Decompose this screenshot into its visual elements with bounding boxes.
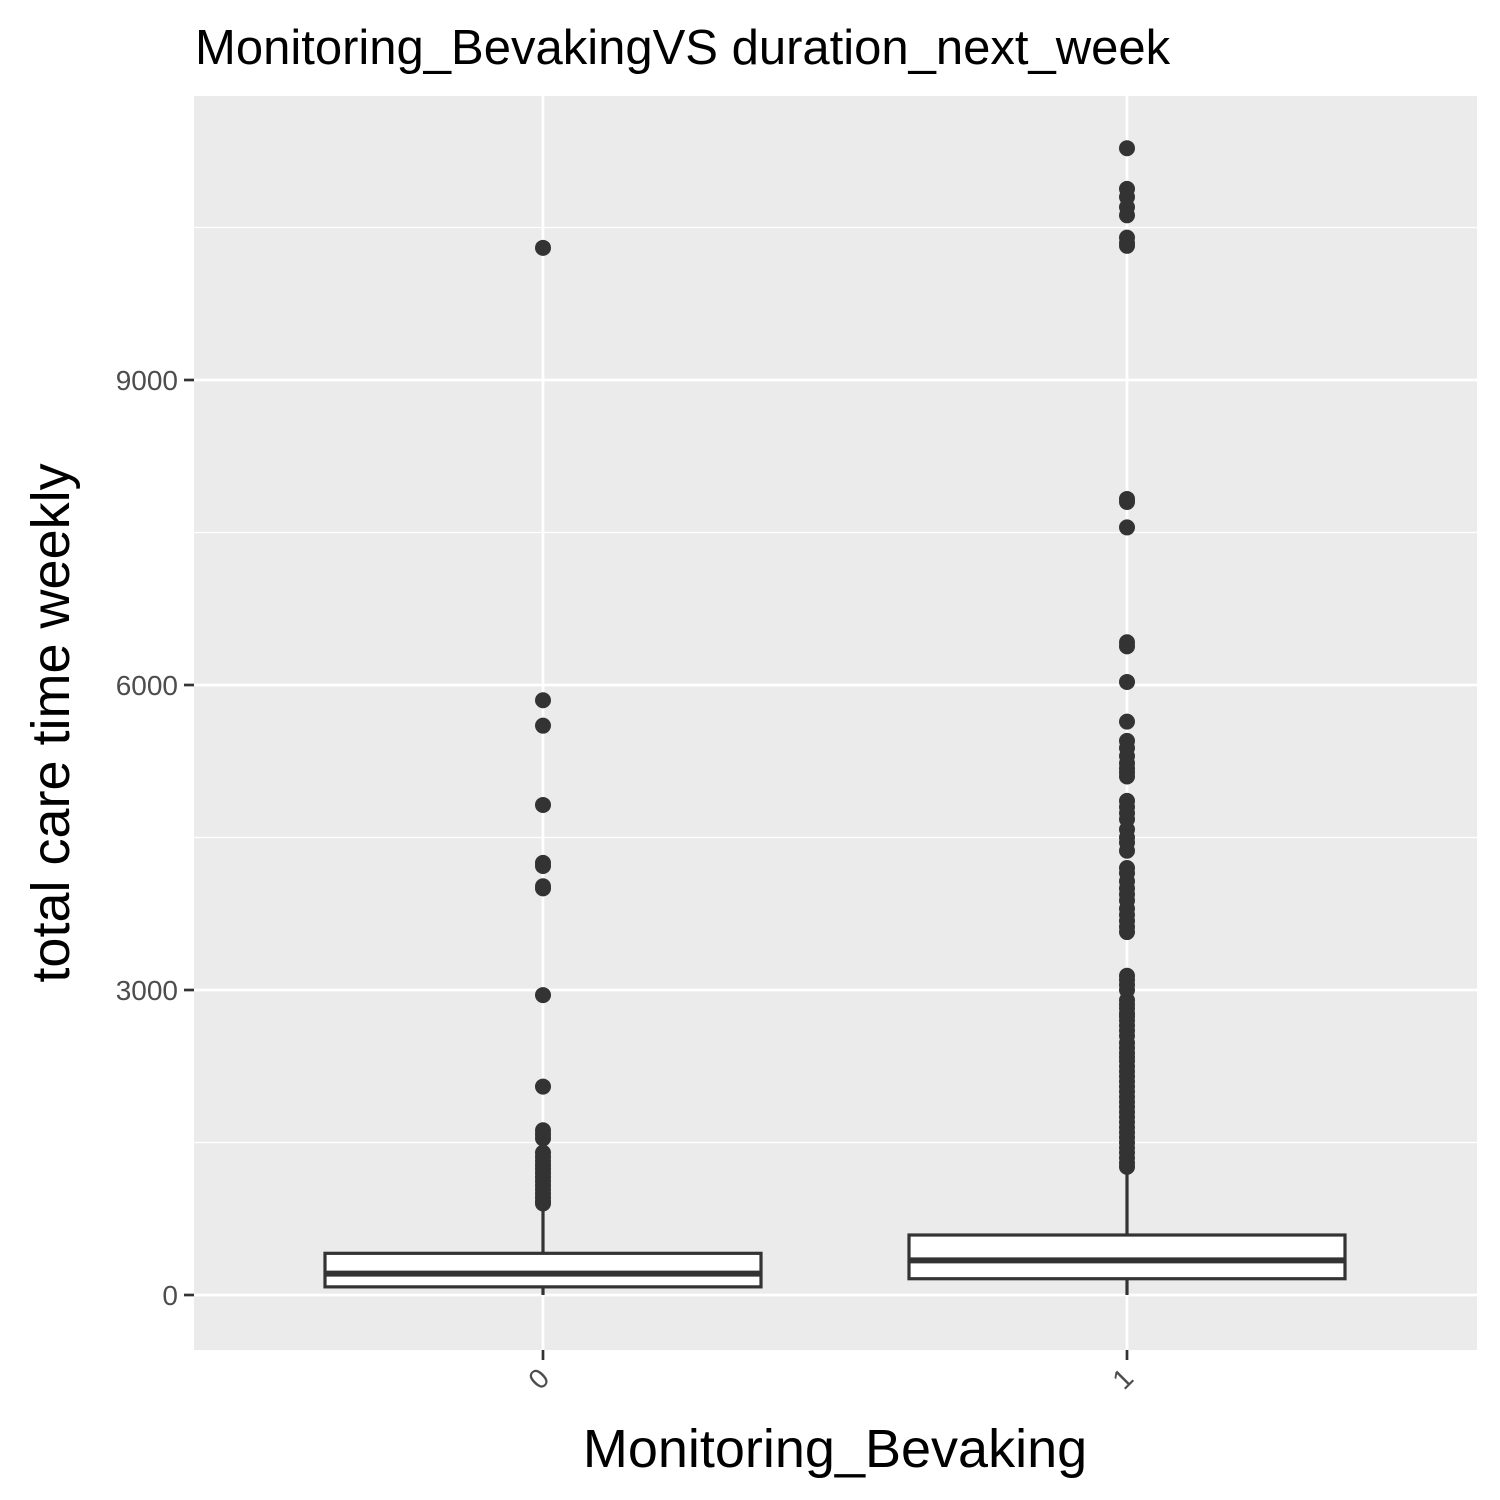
y-tick-label: 6000 — [116, 670, 178, 701]
outlier-point — [1119, 207, 1135, 224]
outlier-point — [535, 987, 551, 1004]
outlier-point — [535, 880, 551, 897]
plot-panel — [194, 96, 1477, 1350]
outlier-point — [535, 857, 551, 874]
outlier-point — [1119, 140, 1135, 157]
outlier-point — [535, 239, 551, 256]
outlier-point — [1119, 842, 1135, 859]
outlier-point — [535, 692, 551, 709]
outlier-point — [1119, 713, 1135, 730]
outlier-point — [1119, 494, 1135, 510]
outlier-point — [535, 1130, 551, 1147]
box-iqr — [323, 1251, 763, 1289]
outlier-point — [535, 1078, 551, 1095]
outlier-point — [1119, 673, 1135, 690]
outlier-point — [1119, 1158, 1135, 1175]
outlier-points — [535, 140, 1135, 1212]
outlier-point — [535, 1195, 551, 1212]
y-tick-label: 0 — [162, 1280, 178, 1311]
axis-ticks — [184, 378, 1129, 1360]
outlier-point — [1119, 924, 1135, 941]
outlier-point — [1119, 519, 1135, 536]
y-tick-label: 9000 — [116, 365, 178, 396]
minor-gridlines — [194, 226, 1477, 1144]
x-axis-title: Monitoring_Bevaking — [583, 1419, 1087, 1479]
outlier-point — [1119, 768, 1135, 785]
chart-title: Monitoring_BevakingVS duration_next_week — [195, 21, 1171, 75]
box-iqr — [907, 1233, 1347, 1281]
outlier-point — [1119, 237, 1135, 254]
outlier-point — [535, 717, 551, 734]
x-tick-label: 0 — [522, 1362, 555, 1395]
outlier-point — [535, 796, 551, 813]
y-tick-label: 3000 — [116, 975, 178, 1006]
x-tick-label: 1 — [1106, 1362, 1139, 1395]
y-axis-title: total care time weekly — [21, 463, 81, 982]
y-tick-labels: 0 3000 6000 9000 — [116, 365, 178, 1311]
outlier-point — [1119, 638, 1135, 655]
boxes — [323, 1170, 1347, 1295]
